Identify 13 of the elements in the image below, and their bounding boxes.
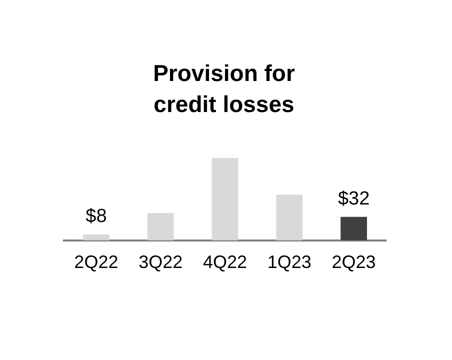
x-tick-label: 3Q22 <box>138 252 183 272</box>
bar <box>276 194 303 240</box>
x-tick-label: 2Q22 <box>74 252 118 272</box>
chart-title: Provision for credit losses <box>152 59 296 119</box>
data-label: $32 <box>338 188 370 210</box>
bar <box>147 213 174 240</box>
bar <box>340 216 367 240</box>
x-tick-label: 4Q22 <box>202 252 248 272</box>
data-label: $8 <box>86 206 107 228</box>
bar <box>212 158 238 240</box>
x-tick-label: 2Q23 <box>332 252 376 272</box>
bar <box>83 234 110 240</box>
x-tick-label: 1Q23 <box>267 252 312 272</box>
